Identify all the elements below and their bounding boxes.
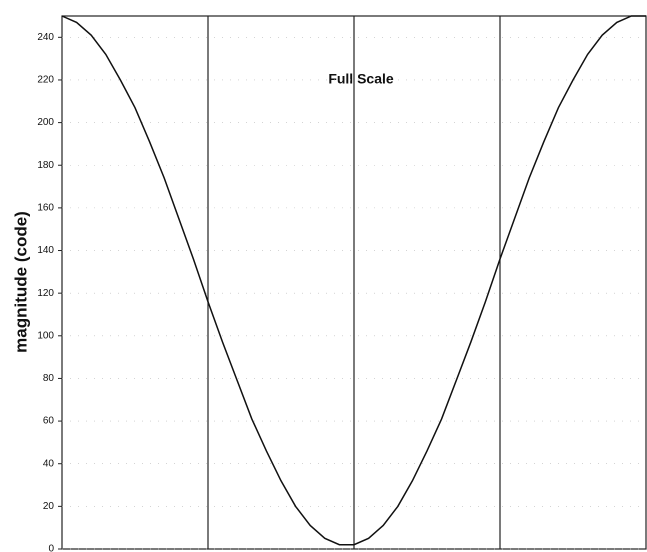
y-tick-label: 80 [43, 373, 55, 384]
y-tick-label: 220 [37, 75, 54, 86]
y-tick-label: 0 [48, 544, 54, 552]
y-tick-label: 160 [37, 203, 54, 214]
y-tick-label: 20 [43, 501, 55, 512]
y-tick-label: 240 [37, 32, 54, 43]
y-tick-label: 40 [43, 458, 55, 469]
data-line [61, 15, 646, 546]
y-tick-label: 140 [37, 245, 54, 256]
y-tick-label: 200 [37, 117, 54, 128]
y-tick-label: 120 [37, 288, 54, 299]
y-tick-label: 100 [37, 330, 54, 341]
y-tick-label: 60 [43, 416, 55, 427]
y-axis-label: magnitude (code) [11, 211, 30, 353]
y-tick-label: 180 [37, 160, 54, 171]
chart-title: Full Scale [328, 71, 394, 87]
